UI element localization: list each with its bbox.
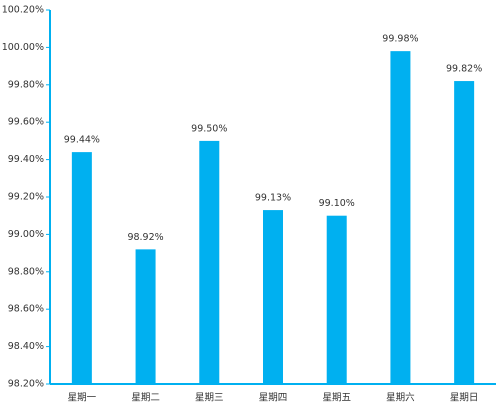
bar	[390, 51, 411, 384]
bar	[135, 249, 156, 384]
bar	[263, 210, 283, 384]
x-tick-label: 星期二	[131, 393, 160, 404]
bar	[454, 81, 475, 384]
y-tick-label: 99.00%	[8, 229, 44, 240]
y-tick-label: 98.20%	[8, 379, 44, 390]
y-tick-label: 100.20%	[2, 5, 44, 16]
bar	[71, 152, 92, 384]
bar	[326, 215, 347, 384]
value-label: 99.10%	[319, 198, 355, 209]
y-tick-label: 100.00%	[2, 42, 44, 53]
x-tick-label: 星期一	[68, 393, 97, 404]
value-label: 99.44%	[64, 135, 100, 146]
value-label: 98.92%	[127, 232, 163, 243]
y-tick-label: 99.20%	[8, 192, 44, 203]
value-label: 99.50%	[191, 123, 227, 134]
y-tick-label: 98.60%	[8, 304, 44, 315]
y-tick-label: 99.40%	[8, 154, 44, 165]
value-label: 99.98%	[382, 34, 418, 45]
y-tick-label: 98.80%	[8, 266, 44, 277]
x-tick-label: 星期三	[195, 393, 224, 404]
y-tick-label: 99.60%	[8, 117, 44, 128]
x-tick-label: 星期六	[386, 392, 415, 404]
bar	[199, 140, 220, 384]
x-tick-label: 星期日	[450, 393, 479, 404]
x-tick-label: 星期四	[259, 393, 288, 404]
value-label: 99.82%	[446, 64, 482, 75]
y-tick-label: 99.80%	[8, 79, 44, 90]
y-tick-label: 98.40%	[8, 341, 44, 352]
x-tick-label: 星期五	[322, 393, 351, 404]
value-label: 99.13%	[255, 193, 291, 204]
